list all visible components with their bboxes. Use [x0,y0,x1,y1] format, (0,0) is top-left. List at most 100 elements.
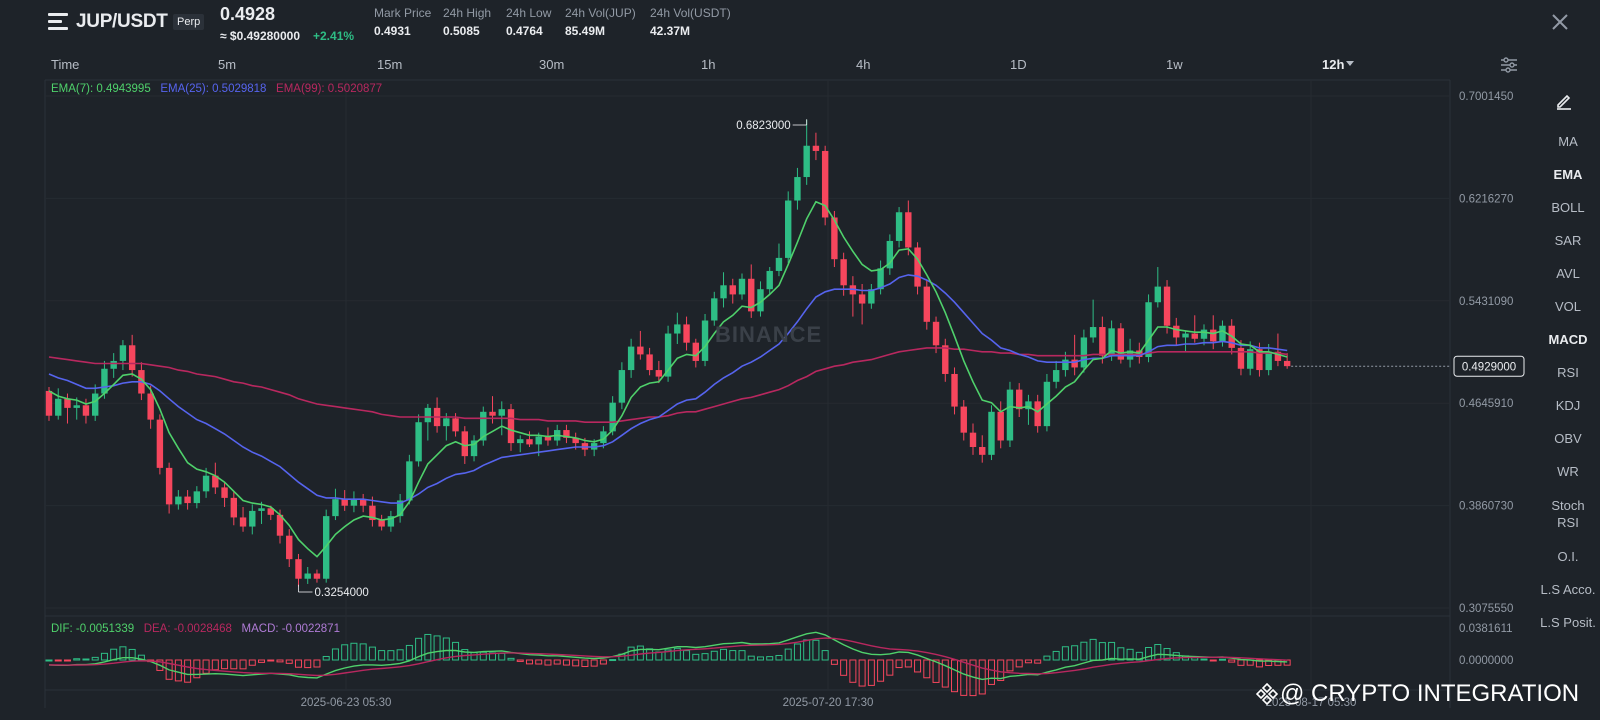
candle-body [378,520,385,527]
macd-histogram-bar [673,647,681,661]
sidebar-item-ls-positions[interactable]: L.S Posit. [1540,615,1596,630]
macd-histogram-bar [747,655,755,661]
close-icon[interactable] [1551,13,1569,31]
sidebar-item-ema[interactable]: EMA [1553,167,1583,182]
macd-histogram-bar [221,659,229,670]
sidebar-item-ma[interactable]: MA [1558,134,1578,149]
candle-body [1182,333,1189,338]
sidebar-item-rsi[interactable]: RSI [1557,365,1579,380]
candle-body [1210,329,1217,342]
candle-body [932,321,940,346]
dea-value: DEA: -0.0028468 [143,623,232,635]
candle-body [535,436,542,445]
macd-histogram-bar [331,648,339,661]
price-tick-label: 0.4645910 [1459,398,1513,410]
timeframe-bar: Time 5m 15m 30m 1h 4h 1D 1w 12h [0,54,1520,76]
macd-histogram-bar [1015,659,1023,668]
candle-body [165,467,173,505]
candle-body [323,516,330,579]
candle-body [470,440,478,457]
candle-body [230,497,237,518]
sidebar-item-oi[interactable]: O.I. [1557,549,1579,564]
macd-histogram-bar [294,659,302,668]
sidebar-item-sar[interactable]: SAR [1554,233,1582,248]
sidebar-item-macd[interactable]: MACD [1548,332,1588,347]
macd-histogram-bar [683,650,691,661]
tab-12h[interactable]: 12h [1322,57,1345,72]
macd-histogram-bar [424,633,432,661]
sidebar-item-vol[interactable]: VOL [1554,299,1581,314]
channel-watermark: @ CRYPTO INTEGRATION [1280,680,1580,707]
tab-4h[interactable]: 4h [856,57,871,72]
candle-body [258,508,265,511]
candle-body [526,439,533,445]
candle-body [951,373,958,407]
pencil-icon[interactable] [1555,92,1573,110]
macd-histogram-bar [1024,659,1032,664]
candle-body [1173,325,1180,338]
sidebar-item-kdj[interactable]: KDJ [1555,398,1581,413]
sidebar-item-ls-accounts[interactable]: L.S Acco. [1540,582,1596,597]
candle-body [646,354,653,371]
tab-1h[interactable]: 1h [701,57,716,72]
stat-label: 24h Vol(JUP) [565,6,636,20]
tab-1w[interactable]: 1w [1166,57,1183,72]
stat-value: 42.37M [650,24,691,38]
sidebar-item-wr[interactable]: WR [1557,464,1579,479]
candle-body [452,418,459,432]
candle-body [1089,327,1097,338]
symbol-title[interactable]: JUP/USDT [76,11,168,32]
tab-30m[interactable]: 30m [539,57,565,72]
macd-histogram-bar [646,648,654,661]
macd-histogram-bar [664,649,672,661]
tab-15m[interactable]: 15m [377,57,403,72]
macd-histogram-bar [156,659,164,671]
sidebar-item-avl[interactable]: AVL [1556,266,1580,281]
header: JUP/USDT Perp 0.4928 ≈ $0.49280000 +2.41… [0,0,1600,50]
sidebar-item-stoch-rsi[interactable]: Stoch RSI [1551,498,1585,530]
candle-body [313,573,321,579]
chart-settings-icon[interactable] [1500,57,1518,73]
candle-body [812,145,820,151]
candle-body [396,500,404,517]
candle-body [1256,349,1263,371]
macd-histogram-bar [415,637,423,661]
macd-histogram-bar [91,656,99,661]
macd-histogram-bar [1228,659,1236,663]
macd-histogram-bar [1209,659,1217,662]
tab-time[interactable]: Time [51,57,80,72]
chevron-down-icon[interactable] [1346,61,1354,66]
tab-1d[interactable]: 1D [1010,57,1027,72]
macd-histogram-bar [923,659,931,679]
macd-histogram-bar [877,659,885,682]
candle-body [387,516,395,527]
binance-logo-icon [1256,683,1278,705]
candle-body [868,289,875,304]
macd-histogram-bar [1061,646,1069,661]
macd-histogram-bar [627,646,635,661]
ema-legend: EMA(7): 0.4943995 EMA(25): 0.5029818 EMA… [51,83,382,95]
candle-body [193,491,201,504]
candle-body [683,324,690,343]
candle-body [572,437,579,444]
sidebar-item-boll[interactable]: BOLL [1551,200,1585,215]
stat-value: 0.4764 [506,24,543,38]
tab-5m[interactable]: 5m [218,57,237,72]
macd-histogram-bar [729,650,737,661]
macd-histogram-bar [951,659,959,693]
macd-histogram-bar [784,648,792,661]
macd-legend: DIF: -0.0051339 DEA: -0.0028468 MACD: -0… [51,623,340,635]
macd-histogram-bar [849,659,857,683]
ema7-value: EMA(7): 0.4943995 [51,83,151,95]
candle-body [711,298,718,321]
candle-body [1283,360,1291,367]
macd-histogram-bar [987,659,995,685]
macd-histogram-bar [174,659,182,682]
macd-histogram-bar [1117,647,1125,661]
menu-icon[interactable] [48,13,68,31]
stat-value: 85.49M [565,24,606,38]
candle-body [923,286,930,322]
sidebar-item-obv[interactable]: OBV [1554,431,1582,446]
macd-histogram-bar [793,643,801,661]
